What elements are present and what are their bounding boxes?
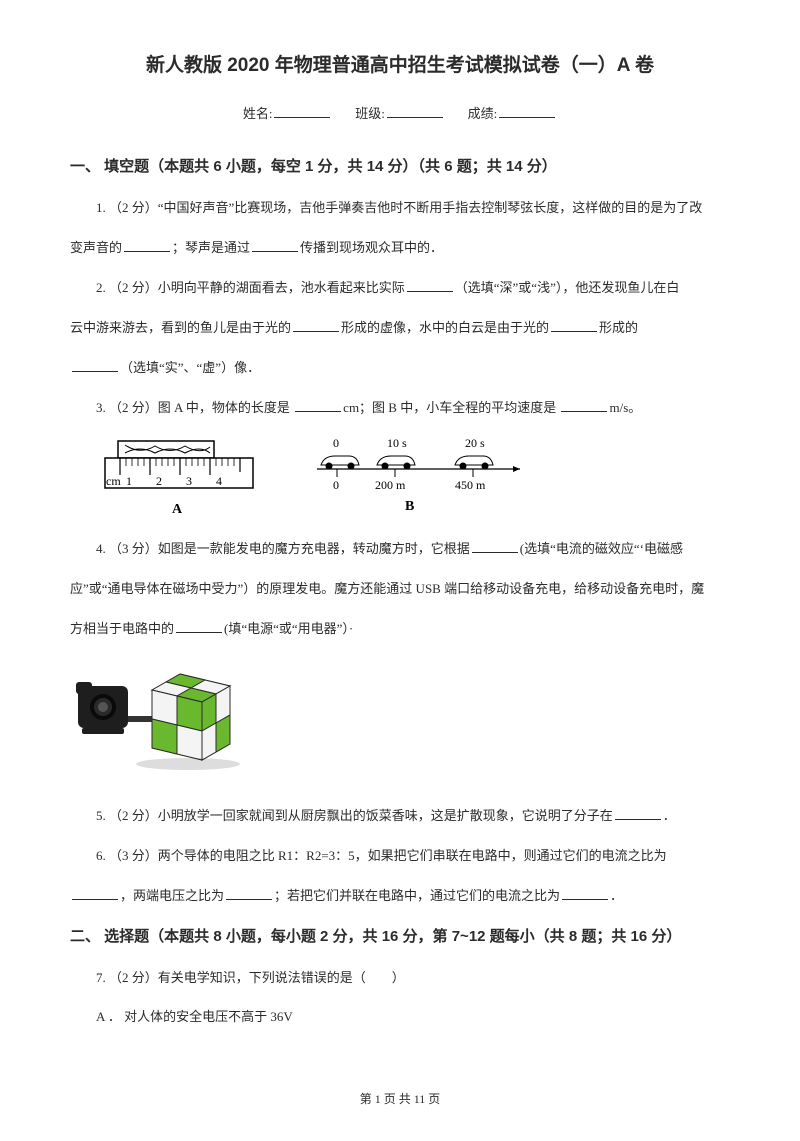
question-7-option-a: A ． 对人体的安全电压不高于 36V (96, 1005, 730, 1030)
q2-blank-3[interactable] (551, 319, 597, 332)
q6-blank-1[interactable] (72, 887, 118, 900)
q6-text-b: ，两端电压之比为 (120, 888, 224, 903)
question-6: 6. （3 分）两个导体的电阻之比 R1：R2=3：5，如果把它们串联在电路中，… (70, 843, 730, 869)
q2-text-d: 形成的虚像，水中的白云是由于光的 (341, 320, 549, 335)
q1-text-c: ；琴声是通过 (172, 240, 250, 255)
q2-text-b: （选填“深”或“浅”），他还发现鱼儿在白 (455, 280, 680, 295)
q1-blank-1[interactable] (124, 239, 170, 252)
svg-text:0: 0 (333, 478, 339, 492)
question-5: 5. （2 分）小明放学一回家就闻到从厨房飘出的饭菜香味，这是扩散现象，它说明了… (70, 803, 730, 829)
svg-text:1: 1 (126, 474, 132, 488)
figure-row-q3: cm 1 2 3 4 A 0 10 s 20 s (100, 435, 730, 520)
score-blank[interactable] (499, 105, 555, 118)
q1-text-b: 变声音的 (70, 240, 122, 255)
q2-text-c: 云中游来游去，看到的鱼儿是由于光的 (70, 320, 291, 335)
svg-text:20 s: 20 s (465, 436, 485, 450)
svg-text:450 m: 450 m (455, 478, 486, 492)
question-4-cont2: 方相当于电路中的 (填“电源“或“用电器”）· (70, 616, 730, 642)
question-7: 7. （2 分）有关电学知识，下列说法错误的是（ ） (70, 965, 730, 991)
q3-blank-2[interactable] (561, 399, 607, 412)
class-blank[interactable] (387, 105, 443, 118)
page-title: 新人教版 2020 年物理普通高中招生考试模拟试卷（一）A 卷 (70, 48, 730, 84)
question-6-cont: ，两端电压之比为 ；若把它们并联在电路中，通过它们的电流之比为 ． (70, 883, 730, 909)
class-label: 班级: (355, 106, 385, 121)
q3-text-c: m/s。 (609, 400, 641, 415)
q6-text-c: ；若把它们并联在电路中，通过它们的电流之比为 (274, 888, 560, 903)
question-1-cont: 变声音的 ；琴声是通过 传播到现场观众耳中的． (70, 235, 730, 261)
q2-blank-4[interactable] (72, 359, 118, 372)
student-info-line: 姓名: 班级: 成绩: (70, 102, 730, 127)
q6-blank-3[interactable] (562, 887, 608, 900)
svg-text:200 m: 200 m (375, 478, 406, 492)
q4-text-b: (选填“电流的磁效应“‘电磁感 (520, 541, 683, 556)
q6-text-a: 6. （3 分）两个导体的电阻之比 R1：R2=3：5，如果把它们串联在电路中，… (96, 848, 667, 863)
q3-text-b: cm；图 B 中，小车全程的平均速度是 (343, 400, 559, 415)
svg-text:10 s: 10 s (387, 436, 407, 450)
svg-text:2: 2 (156, 474, 162, 488)
q4-blank-1[interactable] (472, 540, 518, 553)
question-2-cont2: （选填“实”、“虚”）像． (70, 355, 730, 381)
name-label: 姓名: (243, 106, 273, 121)
q3-text-a: 3. （2 分）图 A 中，物体的长度是 (96, 400, 293, 415)
svg-text:A: A (172, 502, 183, 517)
section-1-heading: 一、 填空题（本题共 6 小题，每空 1 分，共 14 分）（共 6 题；共 1… (70, 153, 730, 182)
q2-text-e: 形成的 (599, 320, 638, 335)
q4-text-e: (填“电源“或“用电器”）· (224, 621, 353, 636)
figure-a-ruler: cm 1 2 3 4 A (100, 435, 255, 520)
svg-text:4: 4 (216, 474, 222, 488)
q2-text-a: 2. （2 分）小明向平静的湖面看去，池水看起来比实际 (96, 280, 405, 295)
q4-blank-2[interactable] (176, 620, 222, 633)
figure-b-cars: 0 10 s 20 s 0 200 m 450 m B (315, 435, 525, 520)
section-2-heading: 二、 选择题（本题共 8 小题，每小题 2 分，共 16 分，第 7~12 题每… (70, 923, 730, 952)
q5-blank-1[interactable] (615, 807, 661, 820)
q5-text-a: 5. （2 分）小明放学一回家就闻到从厨房飘出的饭菜香味，这是扩散现象，它说明了… (96, 808, 613, 823)
svg-text:0: 0 (333, 436, 339, 450)
q4-text-d: 方相当于电路中的 (70, 621, 174, 636)
question-2: 2. （2 分）小明向平静的湖面看去，池水看起来比实际 （选填“深”或“浅”），他… (70, 275, 730, 301)
q1-blank-2[interactable] (252, 239, 298, 252)
q6-blank-2[interactable] (226, 887, 272, 900)
q6-text-d: ． (610, 888, 623, 903)
figure-cube-charger (70, 656, 730, 785)
q5-text-b: ． (663, 808, 676, 823)
q1-text-d: 传播到现场观众耳中的． (300, 240, 443, 255)
q4-text-c: 应”或“通电导体在磁场中受力”）的原理发电。魔方还能通过 USB 端口给移动设备… (70, 581, 704, 596)
q2-blank-2[interactable] (293, 319, 339, 332)
question-4: 4. （3 分）如图是一款能发电的魔方充电器，转动魔方时，它根据 (选填“电流的磁… (70, 536, 730, 562)
question-3: 3. （2 分）图 A 中，物体的长度是 cm；图 B 中，小车全程的平均速度是… (70, 395, 730, 421)
svg-text:B: B (405, 499, 414, 514)
svg-text:3: 3 (186, 474, 192, 488)
score-label: 成绩: (468, 106, 498, 121)
q3-blank-1[interactable] (295, 399, 341, 412)
q2-text-f: （选填“实”、“虚”）像． (120, 360, 260, 375)
svg-text:cm: cm (106, 474, 121, 488)
page-footer: 第 1 页 共 11 页 (70, 1088, 730, 1111)
question-1: 1. （2 分）“中国好声音”比赛现场，吉他手弹奏吉他时不断用手指去控制琴弦长度… (70, 195, 730, 221)
q2-blank-1[interactable] (407, 279, 453, 292)
q4-text-a: 4. （3 分）如图是一款能发电的魔方充电器，转动魔方时，它根据 (96, 541, 470, 556)
question-4-cont: 应”或“通电导体在磁场中受力”）的原理发电。魔方还能通过 USB 端口给移动设备… (70, 576, 730, 602)
name-blank[interactable] (274, 105, 330, 118)
q1-text-a: 1. （2 分）“中国好声音”比赛现场，吉他手弹奏吉他时不断用手指去控制琴弦长度… (96, 200, 702, 215)
question-2-cont: 云中游来游去，看到的鱼儿是由于光的 形成的虚像，水中的白云是由于光的 形成的 (70, 315, 730, 341)
